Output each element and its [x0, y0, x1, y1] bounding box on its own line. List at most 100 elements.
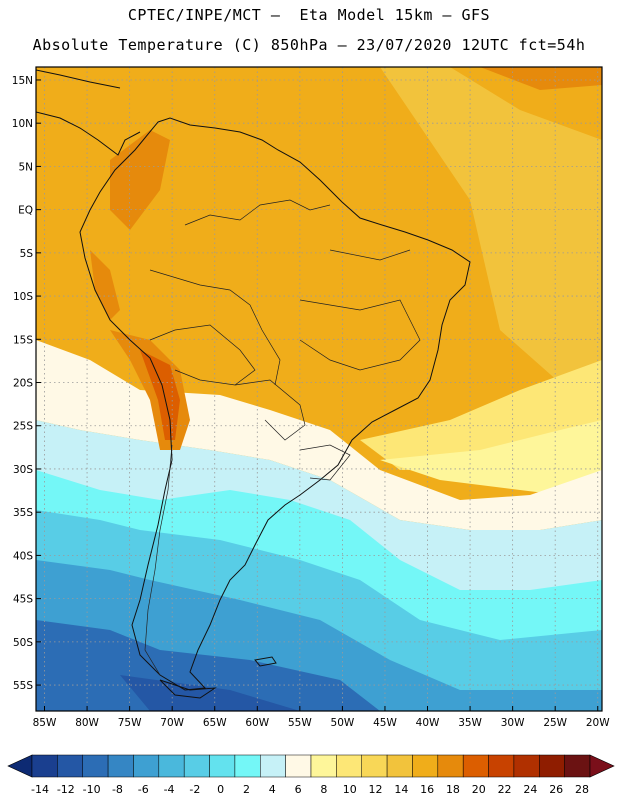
colorbar-label: 16 [420, 783, 434, 796]
border-argentina-chile [144, 444, 173, 676]
field-andes-hot [140, 350, 180, 440]
lat-tick-label: 10N [12, 118, 33, 130]
border-brazil-southwest [149, 269, 281, 386]
colorbar-swatch [310, 754, 337, 778]
colorbar-swatch [133, 754, 160, 778]
colorbar-label: -6 [138, 783, 149, 796]
field-ne-corner [480, 67, 602, 90]
colorbar-label: -4 [164, 783, 175, 796]
coastline-south-america [79, 117, 471, 691]
colorbar-label: 24 [523, 783, 537, 796]
colorbar-swatch [209, 754, 236, 778]
border-brazil-states [299, 249, 421, 371]
colorbar-under-arrow [7, 754, 33, 778]
colorbar-label: -2 [189, 783, 200, 796]
colorbar-swatch [386, 754, 413, 778]
field-light-yellow-ocean [380, 420, 602, 500]
temperature-field [36, 67, 602, 711]
political-borders [144, 199, 421, 676]
colorbar: -14 -12 -10 -8 -6 -4 -2 0 2 4 6 8 10 12 14 16 18 20 22 24 26… [7, 754, 615, 796]
colorbar-swatch [361, 754, 388, 778]
longitude-labels: 85W 80W 75W 70W 65W 60W 55W 50W 45W 40W 35W 30W 25W 2… [33, 706, 610, 729]
border-paraguay [234, 379, 306, 441]
colorbar-swatch [183, 754, 210, 778]
chart-title-line2: Absolute Temperature (C) 850hPa – 23/07/… [32, 36, 586, 54]
lon-tick-label: 60W [245, 717, 269, 729]
chart-title-line1: CPTEC/INPE/MCT – Eta Model 15km – GFS [127, 6, 491, 24]
lat-tick-label: 15N [12, 75, 33, 87]
lat-tick-label: 55S [13, 680, 33, 692]
colorbar-swatch [107, 754, 134, 778]
field-dark-blue-band [36, 620, 380, 711]
field-peru-warm [90, 250, 120, 320]
map-frame [35, 66, 603, 712]
lon-tick-label: 65W [203, 717, 227, 729]
lat-tick-label: 50S [13, 637, 33, 649]
colorbar-swatch [234, 754, 261, 778]
colorbar-swatch [82, 754, 109, 778]
border-uruguay [299, 444, 351, 481]
colorbar-swatch [336, 754, 362, 778]
colorbar-swatch [539, 754, 565, 778]
colorbar-label: 6 [295, 783, 302, 796]
lon-tick-label: 30W [501, 717, 525, 729]
coastline-central-america [36, 111, 141, 156]
colorbar-label: 12 [369, 783, 383, 796]
colorbar-swatch [412, 754, 439, 778]
colorbar-label: 8 [320, 783, 327, 796]
colorbar-swatch [488, 754, 515, 778]
lon-tick-label: 80W [75, 717, 99, 729]
lat-tick-label: 45S [13, 594, 33, 606]
lat-tick-label: 10S [13, 291, 33, 303]
field-deep-blue-band [120, 675, 300, 711]
coastlines [36, 69, 471, 699]
colorbar-label: 10 [343, 783, 357, 796]
colorbar-swatch [57, 754, 83, 778]
latitude-labels: 15N 10N 5N EQ 5S 10S 15S 20S 25S 30S 35S 40S 45S 50S 5… [12, 75, 41, 692]
field-colombia-warm [110, 130, 170, 230]
coastline-falklands [254, 656, 277, 667]
lon-tick-label: 45W [373, 717, 397, 729]
colorbar-label: 2 [243, 783, 250, 796]
colorbar-label: 26 [549, 783, 563, 796]
lat-tick-label: 40S [13, 550, 33, 562]
lat-tick-label: 30S [13, 464, 33, 476]
colorbar-swatch [260, 754, 286, 778]
colorbar-label: -10 [83, 783, 101, 796]
colorbar-label: 22 [498, 783, 512, 796]
colorbar-over-arrow [589, 754, 615, 778]
lon-tick-label: 75W [118, 717, 142, 729]
graticule [36, 67, 602, 711]
colorbar-swatch [31, 754, 58, 778]
colorbar-label: 20 [472, 783, 486, 796]
lon-tick-label: 50W [331, 717, 355, 729]
lon-tick-label: 85W [33, 717, 57, 729]
lat-tick-label: 15S [13, 334, 33, 346]
colorbar-swatch [462, 754, 489, 778]
lat-tick-label: 20S [13, 378, 33, 390]
colorbar-swatch [564, 754, 591, 778]
border-bolivia [149, 324, 256, 386]
colorbar-label: -12 [57, 783, 75, 796]
colorbar-label: 18 [446, 783, 460, 796]
lat-tick-label: 35S [13, 507, 33, 519]
lat-tick-label: 5S [20, 248, 34, 260]
colorbar-swatch [285, 754, 312, 778]
colorbar-label: 0 [217, 783, 224, 796]
border-brazil-west [184, 199, 331, 226]
lon-tick-label: 20W [586, 717, 610, 729]
lon-tick-label: 55W [288, 717, 312, 729]
colorbar-label: 4 [269, 783, 276, 796]
coastline-tierra-del-fuego [159, 679, 217, 699]
colorbar-swatch [513, 754, 540, 778]
coastline-caribbean [36, 69, 121, 89]
colorbar-swatch [437, 754, 464, 778]
colorbar-label: 28 [575, 783, 589, 796]
lat-tick-label: 25S [13, 421, 33, 433]
lat-tick-label: 5N [18, 161, 33, 173]
lon-tick-label: 35W [458, 717, 482, 729]
colorbar-swatch [158, 754, 185, 778]
lon-tick-label: 25W [543, 717, 567, 729]
lat-tick-label: EQ [18, 205, 33, 217]
lon-tick-label: 70W [160, 717, 184, 729]
